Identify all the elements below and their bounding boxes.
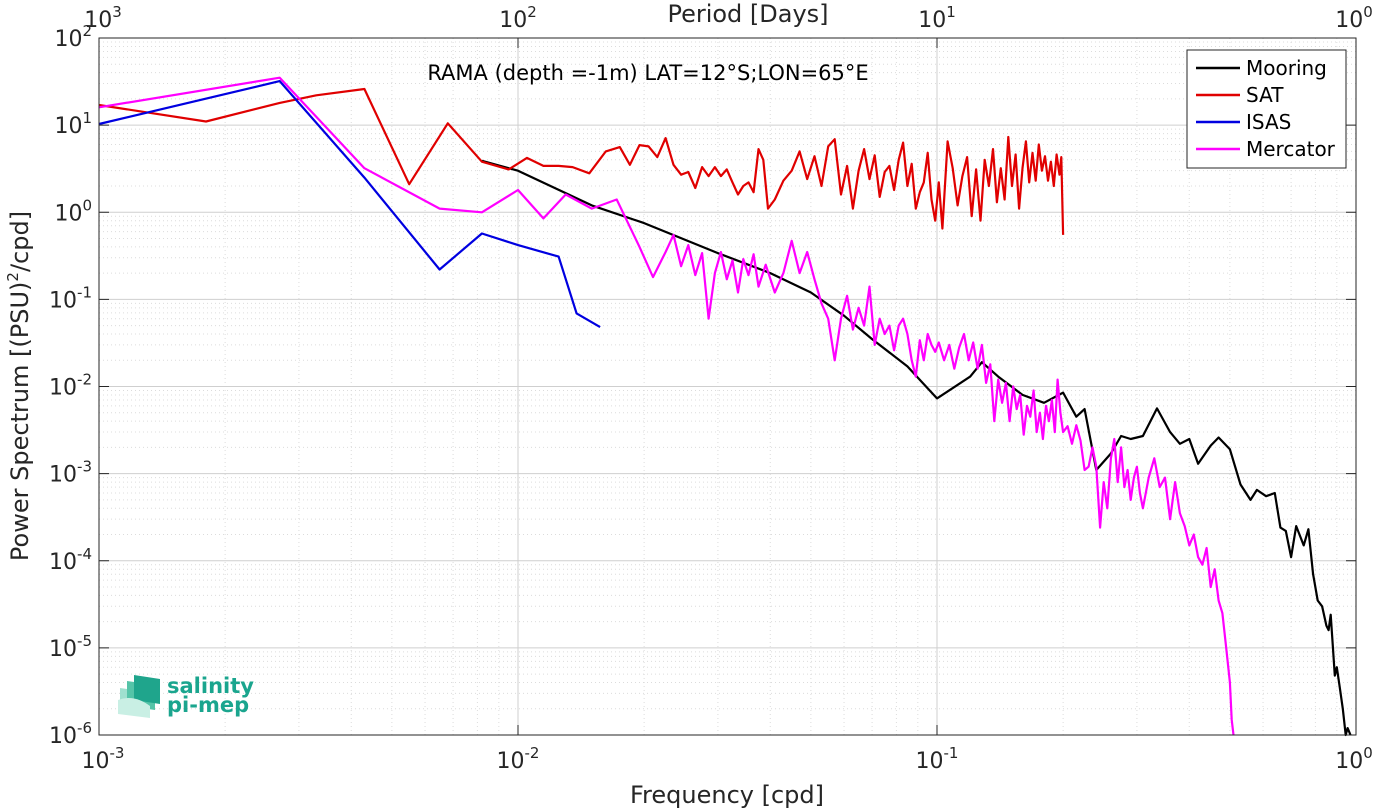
y-tick-label-exp: 0 — [82, 196, 92, 214]
y-tick-label-base: 10 — [54, 201, 82, 226]
y-tick-label: 10-2 — [49, 371, 92, 401]
legend-label-mercator: Mercator — [1246, 137, 1336, 161]
top-tick-label-base: 10 — [918, 8, 946, 33]
y-tick-label-base: 10 — [54, 114, 82, 139]
x-tick-label-base: 10 — [497, 749, 525, 774]
top-tick-label-exp: 0 — [1363, 3, 1373, 21]
tick-marks — [98, 37, 1357, 736]
x-tick-label: 100 — [1335, 744, 1373, 774]
y-tick-label-base: 10 — [49, 550, 77, 575]
y-tick-label-base: 10 — [49, 724, 77, 749]
top-tick-label: 100 — [1335, 3, 1373, 33]
top-tick-label: 101 — [918, 3, 956, 33]
y-tick-label-base: 10 — [49, 463, 77, 488]
x-tick-label: 10-2 — [497, 744, 540, 774]
y-axis-label-main: Power Spectrum [(PSU) — [6, 282, 34, 561]
x-tick-label: 10-3 — [82, 744, 125, 774]
chart-title: RAMA (depth =-1m) LAT=12°S;LON=65°E — [427, 61, 868, 85]
series-layer — [98, 76, 1352, 737]
y-tick-label: 10-5 — [49, 632, 92, 662]
y-tick-label-exp: -6 — [77, 719, 92, 737]
y-tick-label-base: 10 — [49, 288, 77, 313]
top-tick-label-exp: 3 — [112, 3, 122, 21]
top-tick-label-base: 10 — [84, 8, 112, 33]
legend: Mooring SAT ISAS Mercator — [1186, 49, 1347, 169]
logo-line-1: salinity — [167, 674, 254, 698]
y-tick-label: 10-3 — [49, 458, 92, 488]
x-tick-label-base: 10 — [916, 749, 944, 774]
y-tick-label-exp: 2 — [82, 22, 92, 40]
series-line-sat — [98, 87, 1065, 235]
x-tick-label-exp: -3 — [110, 744, 125, 762]
series-line-mercator — [98, 76, 1235, 736]
grid — [98, 37, 1357, 736]
top-tick-label-exp: 2 — [527, 3, 537, 21]
y-tick-label: 100 — [54, 196, 92, 226]
y-tick-label: 10-1 — [49, 283, 92, 313]
legend-label-sat: SAT — [1246, 83, 1284, 107]
top-tick-label-base: 10 — [1335, 8, 1363, 33]
x-tick-label-exp: -1 — [944, 744, 959, 762]
y-tick-label: 102 — [54, 22, 92, 52]
x-tick-label-base: 10 — [82, 749, 110, 774]
x-axis-label: Frequency [cpd] — [630, 781, 824, 809]
top-axis-label: Period [Days] — [667, 0, 828, 28]
x-tick-label-exp: 0 — [1363, 744, 1373, 762]
y-tick-label-base: 10 — [49, 637, 77, 662]
series-line-mooring — [481, 159, 1352, 737]
series-line-isas — [98, 80, 601, 329]
y-tick-label-exp: -1 — [77, 283, 92, 301]
legend-label-mooring: Mooring — [1246, 56, 1327, 80]
y-tick-label: 101 — [54, 109, 92, 139]
legend-label-isas: ISAS — [1246, 110, 1291, 134]
y-tick-label: 10-4 — [49, 545, 92, 575]
x-tick-label-exp: -2 — [525, 744, 540, 762]
y-axis-label-sup: 2 — [4, 272, 22, 282]
y-tick-label-exp: -5 — [77, 632, 92, 650]
top-tick-label: 103 — [84, 3, 122, 33]
y-tick-label: 10-6 — [49, 719, 92, 749]
logo-mark-icon — [118, 675, 160, 718]
top-tick-label-base: 10 — [499, 8, 527, 33]
top-tick-label: 102 — [499, 3, 537, 33]
y-tick-label-base: 10 — [49, 376, 77, 401]
top-tick-label-exp: 1 — [946, 3, 956, 21]
y-axis-label: Power Spectrum [(PSU)2/cpd] — [4, 211, 34, 561]
y-tick-label-exp: -3 — [77, 458, 92, 476]
y-tick-label-exp: 1 — [82, 109, 92, 127]
x-tick-label: 10-1 — [916, 744, 959, 774]
salinity-pimep-logo: salinity pi-mep — [118, 674, 254, 718]
x-tick-label-base: 10 — [1335, 749, 1363, 774]
y-tick-label-base: 10 — [54, 27, 82, 52]
logo-line-2: pi-mep — [167, 693, 249, 717]
y-tick-label-exp: -2 — [77, 371, 92, 389]
y-tick-label-exp: -4 — [77, 545, 92, 563]
y-axis-label-tail: /cpd] — [6, 211, 34, 272]
